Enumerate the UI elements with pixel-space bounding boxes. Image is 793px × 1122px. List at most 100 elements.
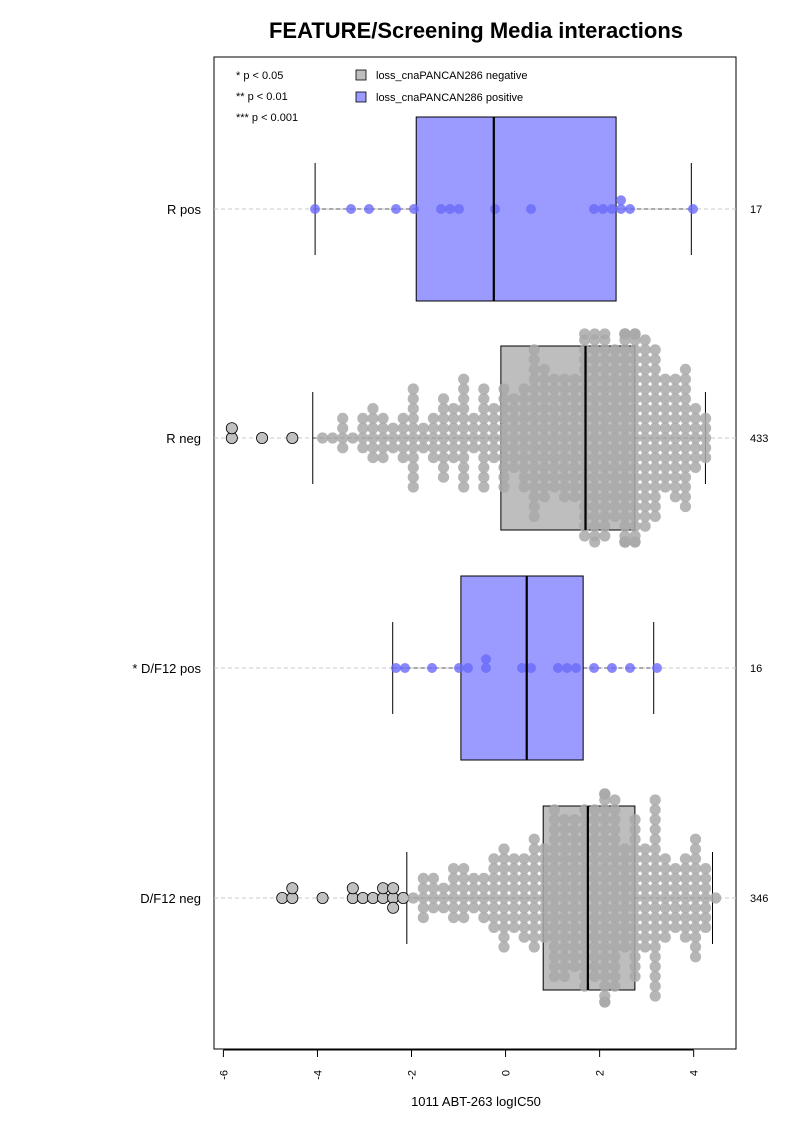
data-point: [579, 530, 591, 542]
data-point: [609, 823, 621, 836]
data-point: [558, 491, 571, 503]
data-point: [568, 951, 581, 963]
data-point: [589, 863, 601, 875]
significance-legend-item: *** p < 0.001: [236, 112, 298, 124]
data-point: [599, 393, 611, 405]
data-point: [599, 363, 611, 375]
data-point: [649, 363, 661, 375]
data-point: [568, 422, 581, 434]
data-point: [700, 422, 712, 434]
data-point: [478, 393, 490, 405]
data-point: [357, 442, 369, 454]
data-point: [367, 422, 379, 434]
data-point: [558, 882, 571, 894]
data-point: [458, 383, 470, 395]
data-point: [629, 921, 641, 934]
data-point: [689, 422, 702, 434]
group-3: D/F12 neg 346: [140, 788, 768, 1008]
data-point: [488, 912, 500, 924]
x-axis-label: 1011 ABT-263 logIC50: [411, 1094, 541, 1109]
data-point: [599, 788, 611, 800]
data-point: [427, 422, 440, 434]
data-point: [619, 373, 631, 385]
data-point: [649, 961, 661, 973]
data-point: [526, 204, 536, 214]
data-point: [528, 432, 540, 444]
data-point: [649, 393, 661, 405]
data-point: [558, 383, 571, 395]
data-point: [458, 393, 470, 405]
data-point: [463, 663, 473, 673]
data-point: [649, 912, 661, 924]
data-point: [619, 422, 631, 434]
data-point: [364, 204, 374, 214]
data-point: [568, 882, 581, 894]
data-point: [568, 403, 581, 415]
plot-area: -6 -4 -2 0 2 4 * p < 0.05 ** p < 0.01 *** p < 0.…: [132, 56, 768, 1080]
group-count: 346: [750, 893, 768, 905]
data-point: [609, 980, 621, 992]
data-point: [498, 481, 510, 493]
data-point: [629, 481, 641, 493]
data-point: [568, 961, 581, 973]
data-point: [609, 921, 621, 934]
data-point: [409, 204, 419, 214]
data-point: [589, 354, 601, 366]
data-point: [498, 442, 510, 454]
data-point: [498, 403, 510, 415]
data-point: [599, 814, 611, 826]
data-point: [589, 961, 601, 973]
data-point: [488, 882, 500, 894]
data-point: [357, 422, 369, 434]
data-point: [639, 461, 651, 473]
data-point: [518, 921, 530, 934]
data-point: [448, 422, 460, 434]
data-point: [548, 872, 561, 885]
significance-legend-item: ** p < 0.01: [236, 91, 288, 103]
data-point: [478, 412, 490, 424]
data-point: [649, 481, 661, 493]
data-point: [548, 393, 561, 405]
data-point: [689, 461, 702, 473]
data-point: [589, 403, 601, 415]
data-point: [498, 843, 510, 855]
data-point: [528, 872, 540, 885]
data-point: [669, 481, 681, 493]
data-point: [558, 481, 571, 493]
data-point: [568, 412, 581, 424]
data-point: [679, 912, 692, 924]
data-point: [337, 412, 349, 424]
data-point: [619, 354, 631, 366]
data-point: [649, 872, 661, 885]
data-point: [599, 843, 611, 855]
data-point: [528, 471, 540, 483]
data-point: [458, 412, 470, 424]
data-point: [589, 432, 601, 444]
data-point: [599, 422, 611, 434]
data-point: [528, 902, 540, 914]
data-point: [599, 804, 611, 816]
data-point: [609, 863, 621, 875]
data-point: [669, 383, 681, 395]
data-point: [417, 422, 429, 434]
data-point: [599, 481, 611, 493]
data-point: [609, 344, 621, 356]
data-point: [528, 501, 540, 513]
data-point: [528, 912, 540, 924]
data-point: [589, 491, 601, 503]
data-point: [458, 892, 470, 904]
data-point: [391, 204, 401, 214]
data-point: [458, 422, 470, 434]
data-point: [478, 892, 490, 904]
data-point: [639, 383, 651, 395]
data-point: [629, 520, 641, 532]
data-point: [639, 422, 651, 434]
data-point: [629, 422, 641, 434]
data-point: [659, 921, 671, 934]
data-point: [589, 833, 601, 845]
data-point: [609, 432, 621, 444]
data-point: [629, 461, 641, 473]
data-point: [448, 892, 460, 904]
data-point: [689, 872, 702, 885]
data-point: [568, 481, 581, 493]
